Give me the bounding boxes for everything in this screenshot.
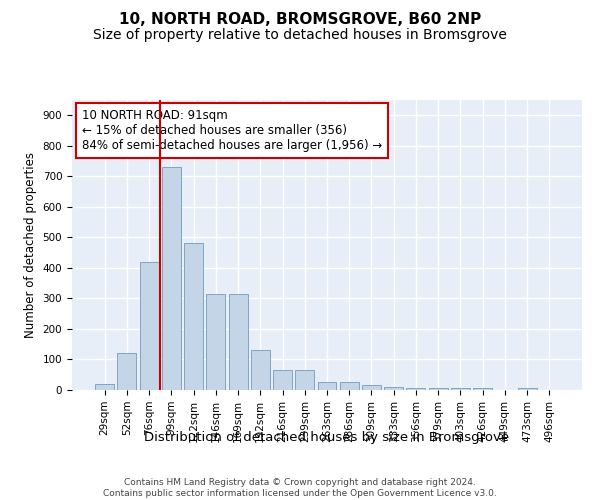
Text: 10 NORTH ROAD: 91sqm
← 15% of detached houses are smaller (356)
84% of semi-deta: 10 NORTH ROAD: 91sqm ← 15% of detached h…	[82, 108, 382, 152]
Bar	[273, 370, 292, 390]
Bar	[295, 370, 314, 390]
Bar	[118, 354, 136, 390]
Bar	[140, 262, 158, 390]
Bar	[406, 388, 425, 390]
Text: Size of property relative to detached houses in Bromsgrove: Size of property relative to detached ho…	[93, 28, 507, 42]
Bar	[384, 387, 403, 390]
Bar	[206, 294, 225, 390]
Bar	[317, 382, 337, 390]
Y-axis label: Number of detached properties: Number of detached properties	[24, 152, 37, 338]
Bar	[362, 386, 381, 390]
Bar	[429, 388, 448, 390]
Bar	[473, 388, 492, 390]
Bar	[162, 167, 181, 390]
Text: Contains HM Land Registry data © Crown copyright and database right 2024.
Contai: Contains HM Land Registry data © Crown c…	[103, 478, 497, 498]
Text: 10, NORTH ROAD, BROMSGROVE, B60 2NP: 10, NORTH ROAD, BROMSGROVE, B60 2NP	[119, 12, 481, 28]
Bar	[340, 382, 359, 390]
Bar	[451, 388, 470, 390]
Bar	[251, 350, 270, 390]
Bar	[184, 244, 203, 390]
Bar	[95, 384, 114, 390]
Bar	[518, 388, 536, 390]
Text: Distribution of detached houses by size in Bromsgrove: Distribution of detached houses by size …	[145, 431, 509, 444]
Bar	[229, 294, 248, 390]
